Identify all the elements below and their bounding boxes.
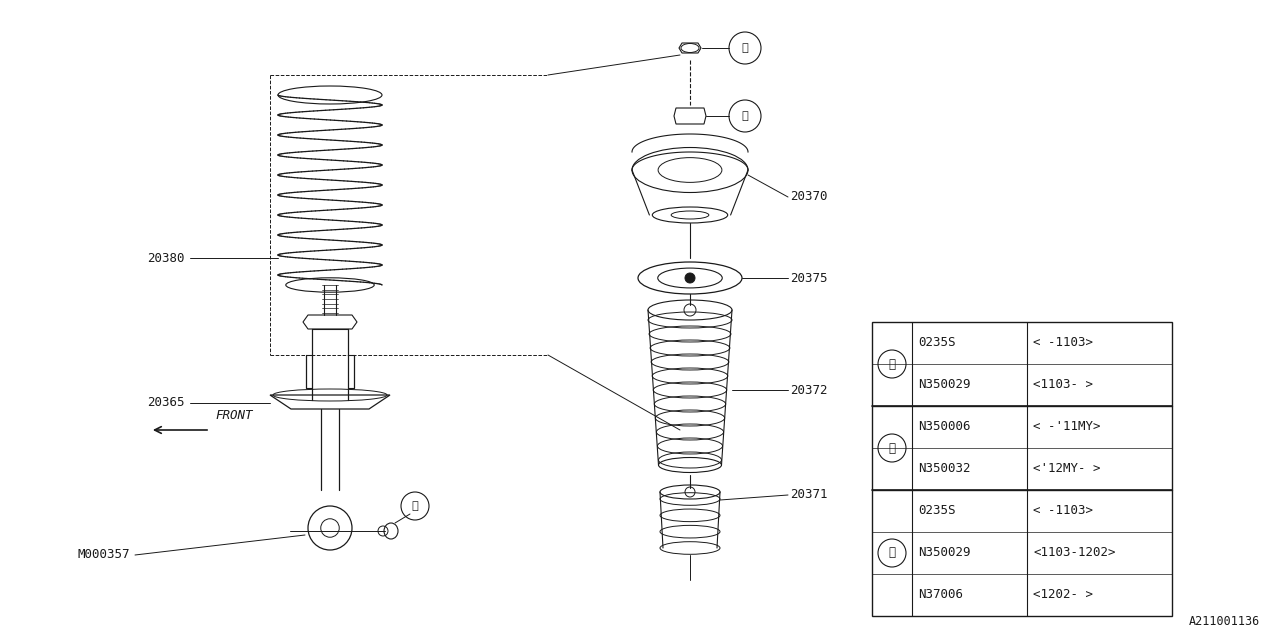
Text: < -1103>: < -1103> bbox=[1033, 337, 1093, 349]
Text: 20372: 20372 bbox=[790, 383, 827, 397]
Text: < -'11MY>: < -'11MY> bbox=[1033, 420, 1101, 433]
Text: ①: ① bbox=[888, 358, 896, 371]
Text: ③: ③ bbox=[741, 43, 749, 53]
Text: 20371: 20371 bbox=[790, 488, 827, 502]
Text: 0235S: 0235S bbox=[918, 504, 955, 518]
Circle shape bbox=[685, 273, 695, 283]
Text: <1103- >: <1103- > bbox=[1033, 378, 1093, 392]
Text: N350032: N350032 bbox=[918, 463, 970, 476]
Text: N37006: N37006 bbox=[918, 589, 963, 602]
Text: 20370: 20370 bbox=[790, 191, 827, 204]
Text: N350029: N350029 bbox=[918, 547, 970, 559]
Text: 20380: 20380 bbox=[147, 252, 186, 264]
Text: ①: ① bbox=[741, 111, 749, 121]
Text: N350006: N350006 bbox=[918, 420, 970, 433]
Text: 20365: 20365 bbox=[147, 397, 186, 410]
Text: A211001136: A211001136 bbox=[1189, 615, 1260, 628]
Bar bbox=[872, 322, 1172, 616]
Text: < -1103>: < -1103> bbox=[1033, 504, 1093, 518]
Text: 20375: 20375 bbox=[790, 271, 827, 285]
Text: <1103-1202>: <1103-1202> bbox=[1033, 547, 1115, 559]
Text: N350029: N350029 bbox=[918, 378, 970, 392]
Text: ②: ② bbox=[412, 501, 419, 511]
Text: ②: ② bbox=[888, 442, 896, 454]
Text: M000357: M000357 bbox=[78, 548, 131, 561]
Text: <1202- >: <1202- > bbox=[1033, 589, 1093, 602]
Text: <'12MY- >: <'12MY- > bbox=[1033, 463, 1101, 476]
Text: 0235S: 0235S bbox=[918, 337, 955, 349]
Text: ③: ③ bbox=[888, 547, 896, 559]
Text: FRONT: FRONT bbox=[215, 409, 252, 422]
